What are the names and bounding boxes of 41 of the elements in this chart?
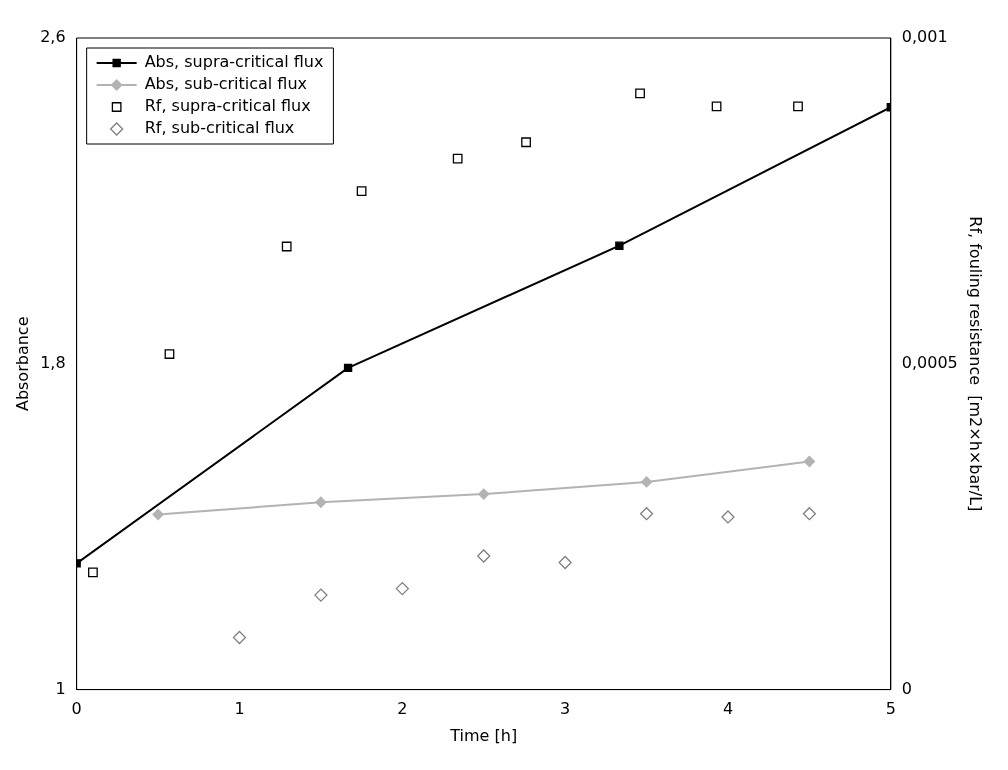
point [640,476,653,488]
y2-axis-title: Rf, fouling resistance [m2×h×bar/L] [966,216,986,512]
point [88,567,98,578]
x-tick-label: 5 [885,699,896,719]
point [395,581,409,596]
y2-tick-label: 0 [901,678,912,698]
legend-label: Abs, supra-critical flux [144,52,324,72]
point [803,455,816,468]
point [152,508,164,521]
y2-tick-label: 0,001 [901,27,948,47]
point [521,137,531,148]
x-axis-title: Time [h] [449,725,518,745]
point [477,549,491,563]
y2-tick-label: 0,0005 [901,352,958,372]
point [615,241,624,250]
point [558,555,572,570]
point [452,153,463,164]
y-tick-label: 2,6 [40,27,66,47]
point [721,510,735,524]
point [356,186,367,197]
point [315,496,327,508]
y-tick-label: 1,8 [40,352,66,372]
x-tick-label: 4 [722,699,734,719]
point [635,88,645,99]
y-axis-title: Absorbance [12,316,32,412]
point [639,507,654,521]
point [232,630,247,645]
x-tick-label: 3 [560,699,571,719]
x-tick-label: 1 [234,699,245,719]
point [478,488,490,500]
x-tick-label: 2 [397,699,408,719]
x-tick-label: 0 [71,699,82,719]
point [314,588,328,602]
legend-label: Rf, supra-critical flux [144,96,311,116]
y-tick-label: 1 [55,678,66,698]
point [793,101,803,112]
point [281,241,292,252]
legend-label: Abs, sub-critical flux [144,74,308,94]
point [802,507,817,521]
legend-label: Rf, sub-critical flux [144,118,295,138]
point [164,349,175,359]
